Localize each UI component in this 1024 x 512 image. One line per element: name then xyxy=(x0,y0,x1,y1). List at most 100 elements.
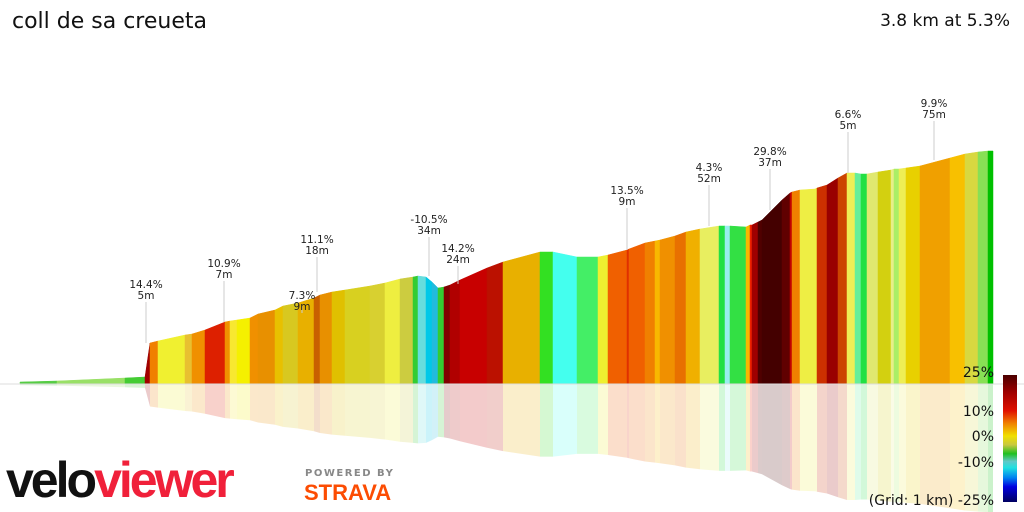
annotation-length: 52m xyxy=(697,173,721,185)
gradient-segment xyxy=(191,329,206,385)
gradient-segment xyxy=(893,168,900,385)
gradient-segment-reflection xyxy=(400,384,413,443)
gradient-segment xyxy=(224,320,231,385)
gradient-segment-reflection xyxy=(790,384,792,490)
gradient-segment xyxy=(837,172,848,385)
gradient-segment xyxy=(449,279,461,385)
gradient-segment xyxy=(236,317,251,385)
gradient-segment xyxy=(607,249,628,385)
gradient-segment xyxy=(229,319,238,385)
gradient-segment-reflection xyxy=(782,384,790,490)
gradient-segment xyxy=(919,157,951,385)
annotation-grade: 9.9% xyxy=(921,98,948,110)
climb-annotation: 14.4%5m xyxy=(129,279,163,343)
gradient-segment-reflection xyxy=(192,384,205,414)
gradient-segment xyxy=(826,177,839,385)
strava-logo[interactable]: STRAVA xyxy=(304,480,392,505)
annotation-grade: 14.2% xyxy=(441,243,474,255)
gradient-segment xyxy=(761,199,783,385)
gradient-segment xyxy=(459,267,488,385)
gradient-segment-reflection xyxy=(426,384,432,443)
gradient-segment-reflection xyxy=(237,384,250,421)
gradient-segment-reflection xyxy=(283,384,298,429)
gradient-segment xyxy=(626,248,630,385)
gradient-segment xyxy=(685,228,701,385)
gradient-segment xyxy=(184,333,193,385)
gradient-segment xyxy=(699,225,720,385)
gradient-segment-reflection xyxy=(867,384,878,501)
gradient-segment xyxy=(412,275,419,385)
profile-bars xyxy=(19,150,994,385)
legend-tick-minus25: -25% xyxy=(957,493,994,509)
gradient-segment xyxy=(437,286,445,385)
gradient-segment xyxy=(757,219,763,385)
gradient-segment xyxy=(799,188,816,385)
gradient-segment xyxy=(791,189,801,385)
profile-reflection xyxy=(20,384,993,512)
gradient-segment-reflection xyxy=(438,384,444,438)
gradient-segment xyxy=(987,150,994,385)
gradient-segment-reflection xyxy=(752,384,758,474)
gradient-segment xyxy=(417,275,427,385)
gradient-segment-reflection xyxy=(332,384,345,436)
gradient-segment-reflection xyxy=(815,384,817,492)
gradient-color-scale xyxy=(1003,375,1017,502)
gradient-segment-reflection xyxy=(746,384,750,472)
gradient-segment-reflection xyxy=(460,384,487,448)
gradient-segment-reflection xyxy=(965,384,978,512)
gradient-segment xyxy=(443,284,451,385)
climb-annotation: 13.5%9m xyxy=(610,185,644,250)
climb-annotation: 14.2%24m xyxy=(441,243,475,284)
gradient-segment-reflection xyxy=(906,384,920,504)
annotation-length: 37m xyxy=(758,157,782,169)
gradient-segment xyxy=(425,276,433,385)
gradient-segment xyxy=(866,171,879,385)
gradient-segment-reflection xyxy=(725,384,730,471)
gradient-segment-reflection xyxy=(730,384,746,471)
gradient-segment-reflection xyxy=(450,384,460,442)
gradient-segment xyxy=(282,302,299,385)
gradient-segment-reflection xyxy=(700,384,719,471)
gradient-segment-reflection xyxy=(370,384,385,440)
veloviewer-logo[interactable]: veloviewer xyxy=(6,452,235,508)
annotation-length: 7m xyxy=(216,269,233,281)
gradient-segment xyxy=(384,278,401,385)
gradient-segment-reflection xyxy=(150,384,158,408)
gradient-segment xyxy=(751,221,759,385)
gradient-segment-reflection xyxy=(345,384,370,438)
annotation-grade: 6.6% xyxy=(835,109,862,121)
annotation-grade: 14.4% xyxy=(129,279,162,291)
gradient-segment xyxy=(846,172,856,385)
annotations: 14.4%5m10.9%7m7.3%9m11.1%18m-10.5%34m14.… xyxy=(129,98,947,343)
gradient-segment-reflection xyxy=(899,384,906,503)
annotation-length: 5m xyxy=(138,290,155,302)
gradient-segment xyxy=(729,225,747,385)
gradient-segment-reflection xyxy=(675,384,686,468)
gradient-segment-reflection xyxy=(978,384,988,512)
gradient-segment xyxy=(644,240,656,385)
gradient-segment-reflection xyxy=(158,384,185,411)
gradient-segment-reflection xyxy=(861,384,867,500)
gradient-segment-reflection xyxy=(629,384,645,462)
gradient-segment xyxy=(313,294,321,385)
gradient-segment xyxy=(576,256,599,385)
gradient-segment xyxy=(654,239,661,385)
gradient-segment-reflection xyxy=(838,384,847,501)
gradient-segment-reflection xyxy=(553,384,577,457)
gradient-segment-reflection xyxy=(792,384,800,491)
gradient-segment xyxy=(745,224,751,385)
climb-annotation: -10.5%34m xyxy=(410,214,448,276)
gradient-segment xyxy=(749,224,753,385)
gradient-segment xyxy=(860,173,868,385)
gradient-segment xyxy=(369,282,386,385)
gradient-segment-reflection xyxy=(645,384,655,463)
gradient-segment-reflection xyxy=(250,384,258,423)
gradient-segment xyxy=(319,291,333,385)
gradient-segment xyxy=(157,334,186,385)
gradient-segment xyxy=(890,168,895,385)
gradient-segment-reflection xyxy=(125,384,145,388)
annotation-grade: 29.8% xyxy=(753,146,786,158)
gradient-segment-reflection xyxy=(385,384,400,442)
annotation-length: 9m xyxy=(294,301,311,313)
